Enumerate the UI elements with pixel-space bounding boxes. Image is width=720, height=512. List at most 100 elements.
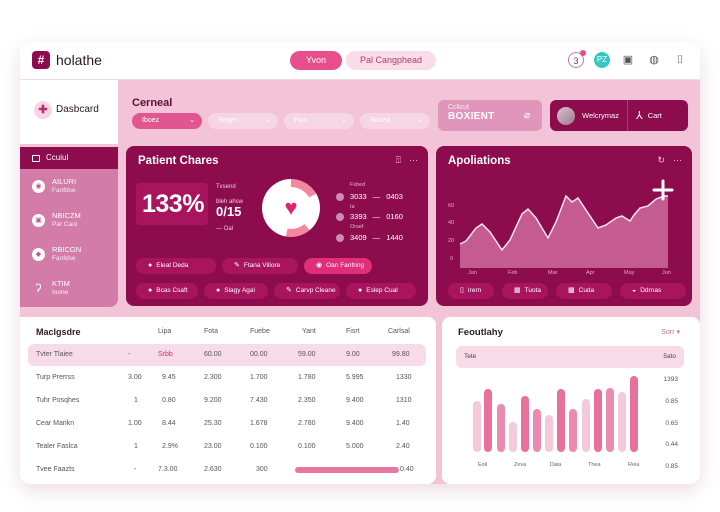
- y-value: 0.44: [665, 441, 678, 448]
- side-value: 0/15: [216, 204, 242, 219]
- sidebar-item-rbicgn[interactable]: ◆ RBICGN Fanfdse: [20, 237, 118, 271]
- button-label: Tuota: [524, 287, 542, 294]
- table-cell: 5.000: [346, 443, 364, 450]
- sidebar-dashboard-item[interactable]: ✚ Dasbcard: [20, 80, 118, 144]
- column-header[interactable]: Lipa: [158, 328, 172, 335]
- table-row[interactable]: Tuhr Posqhes 1 0.80 9.200 7.430 2.350 9.…: [28, 390, 426, 412]
- table-cell: 00.00: [250, 351, 268, 358]
- tag-icon: ◉: [316, 262, 323, 269]
- tag-eleat-deda[interactable]: ● Eleat Deda: [136, 258, 216, 274]
- dashboard-label: Dasbcard: [56, 104, 99, 115]
- chevron-down-icon: ⌄: [189, 117, 195, 124]
- sidebar-item-sub: Ioone: [52, 289, 69, 296]
- ddrnas-button[interactable]: ◒ Ddrnas: [620, 283, 686, 299]
- irern-button[interactable]: ▯ Irern: [448, 283, 494, 299]
- user-box: Welcrymaz ⅄ Cart: [550, 100, 688, 131]
- brand-name: holathe: [56, 52, 102, 68]
- column-header[interactable]: Fuebe: [250, 328, 270, 335]
- table-cell: 2.630: [204, 466, 222, 473]
- sort-dropdown[interactable]: Sorr ▾: [661, 328, 680, 336]
- total-label: Tete: [464, 353, 477, 360]
- tab-yvon[interactable]: Yvon: [290, 51, 342, 70]
- tag-label: Oan Fanfnng: [326, 262, 365, 269]
- table-cell: 0.100: [250, 443, 268, 450]
- y-value: 0.65: [665, 420, 678, 427]
- table-row[interactable]: Tvee Faazts - 7.3.00 2.630 300 0.40: [28, 459, 426, 481]
- filter-iboez[interactable]: Iboez ⌄: [132, 113, 202, 129]
- tag-eslep-cual[interactable]: ● Eslep Cual: [346, 283, 416, 299]
- filter-fiun[interactable]: Fiun ⌄: [284, 113, 354, 129]
- filter-rosea[interactable]: Rosea ⌄: [360, 113, 430, 129]
- table-cell: 0.80: [162, 397, 176, 404]
- user-name[interactable]: Welcrymaz: [582, 111, 619, 120]
- calendar-icon[interactable]: ▣: [622, 54, 634, 66]
- legend-dot: [336, 192, 344, 201]
- tag-ftana-villore[interactable]: ✎ Ftana Villore: [222, 258, 298, 274]
- tag-slagy-agal[interactable]: ● Slagy Agal: [204, 283, 268, 299]
- bar: [533, 409, 541, 452]
- doc-icon: ▯: [460, 287, 464, 294]
- export-icon[interactable]: ⍐: [395, 155, 401, 165]
- grid-icon: ▦: [514, 287, 521, 294]
- top-bar: # holathe Yvon Pal Cangphead 3 PZ ▣ ◍ ⌷: [20, 42, 700, 80]
- column-header[interactable]: Yant: [302, 328, 316, 335]
- dash: —: [372, 233, 381, 242]
- column-header[interactable]: Carlsal: [388, 328, 410, 335]
- tag-carvp-cleane[interactable]: ✎ Carvp Cleane: [274, 283, 340, 299]
- table-cell: 8.44: [162, 420, 176, 427]
- settings-icon[interactable]: ◍: [649, 54, 659, 66]
- filter-label: Rosea: [370, 117, 391, 124]
- table-cell: 60.00: [204, 351, 222, 358]
- table-row[interactable]: Tealer Faslca 1 2.9% 23.00 0.100 0.100 5…: [28, 436, 426, 458]
- bar: [630, 376, 638, 452]
- button-label: Ddrnas: [640, 287, 662, 294]
- column-header[interactable]: Fisrt: [346, 328, 360, 335]
- sidebar-item-title: KTIM: [52, 279, 70, 288]
- legend-sub: Fsbed: [350, 182, 366, 188]
- refresh-icon[interactable]: ↻: [657, 155, 665, 165]
- button-label: Cuda: [578, 287, 595, 294]
- bar: [606, 388, 614, 452]
- table-row[interactable]: Cear Marikn 1.00 8.44 25.30 1.678 2.780 …: [28, 413, 426, 435]
- table-cell: 0.40: [400, 466, 414, 473]
- user-avatar-icon[interactable]: PZ: [594, 52, 610, 68]
- table-row[interactable]: Turp Prerrss 3.00 9.45 2.300 1.700 1.780…: [28, 367, 426, 389]
- tag-oan-fanfnng[interactable]: ◉ Oan Fanfnng: [304, 258, 372, 274]
- table-cell: 300: [256, 466, 268, 473]
- column-header[interactable]: Maclgsdre: [36, 327, 81, 337]
- table-cell: 0.100: [298, 443, 316, 450]
- filter-regen[interactable]: Regen ⌄: [208, 113, 278, 129]
- table-cell: 1.700: [250, 374, 268, 381]
- window-icon[interactable]: ⌷: [676, 54, 684, 66]
- chart-button[interactable]: ⅄ Cart: [628, 109, 662, 122]
- chevron-down-icon: ⌄: [417, 117, 423, 124]
- avatar[interactable]: [557, 106, 575, 125]
- stat-pill[interactable]: Ccllcut BOXIENT ⌀: [438, 100, 542, 131]
- notification-icon[interactable]: 3: [568, 50, 586, 68]
- table-cell: 59.00: [298, 351, 316, 358]
- table-cell: -: [134, 466, 137, 473]
- sidebar-header[interactable]: Ccuiul: [20, 147, 118, 169]
- chevron-down-icon: ⌄: [341, 117, 347, 124]
- cuda-button[interactable]: ▩ Cuda: [556, 283, 612, 299]
- tab-pal-cangphead[interactable]: Pal Cangphead: [346, 51, 436, 70]
- sidebar-item-nbiczm[interactable]: ▣ NBICZM Par Caoi: [20, 203, 118, 237]
- table-cell: 9.400: [346, 420, 364, 427]
- more-icon[interactable]: ⋯: [673, 155, 682, 165]
- chevron-down-icon: ⌄: [265, 117, 271, 124]
- dash: —: [372, 212, 381, 221]
- table-row[interactable]: Tvter Tlaiee - Srbb 60.00 00.00 59.00 9.…: [28, 344, 426, 366]
- user-icon: ◒: [632, 287, 637, 294]
- sidebar-item-ailuri[interactable]: ◉ AILURI Fanfdse: [20, 169, 118, 203]
- sidebar-item-ktim[interactable]: ʔ KTIM Ioone: [20, 271, 118, 305]
- column-header[interactable]: Fota: [204, 328, 219, 335]
- tag-label: Slagy Agal: [224, 287, 255, 294]
- tag-bcas-csaft[interactable]: ● Bcas Csaft: [136, 283, 198, 299]
- bar: [473, 401, 481, 452]
- legend-dot: [336, 233, 344, 242]
- profile-icon: ◉: [32, 179, 45, 193]
- more-icon[interactable]: ⋯: [409, 155, 418, 165]
- legend-right: 1440: [386, 233, 403, 242]
- tuota-button[interactable]: ▦ Tuota: [502, 283, 548, 299]
- table-cell: 23.00: [204, 443, 222, 450]
